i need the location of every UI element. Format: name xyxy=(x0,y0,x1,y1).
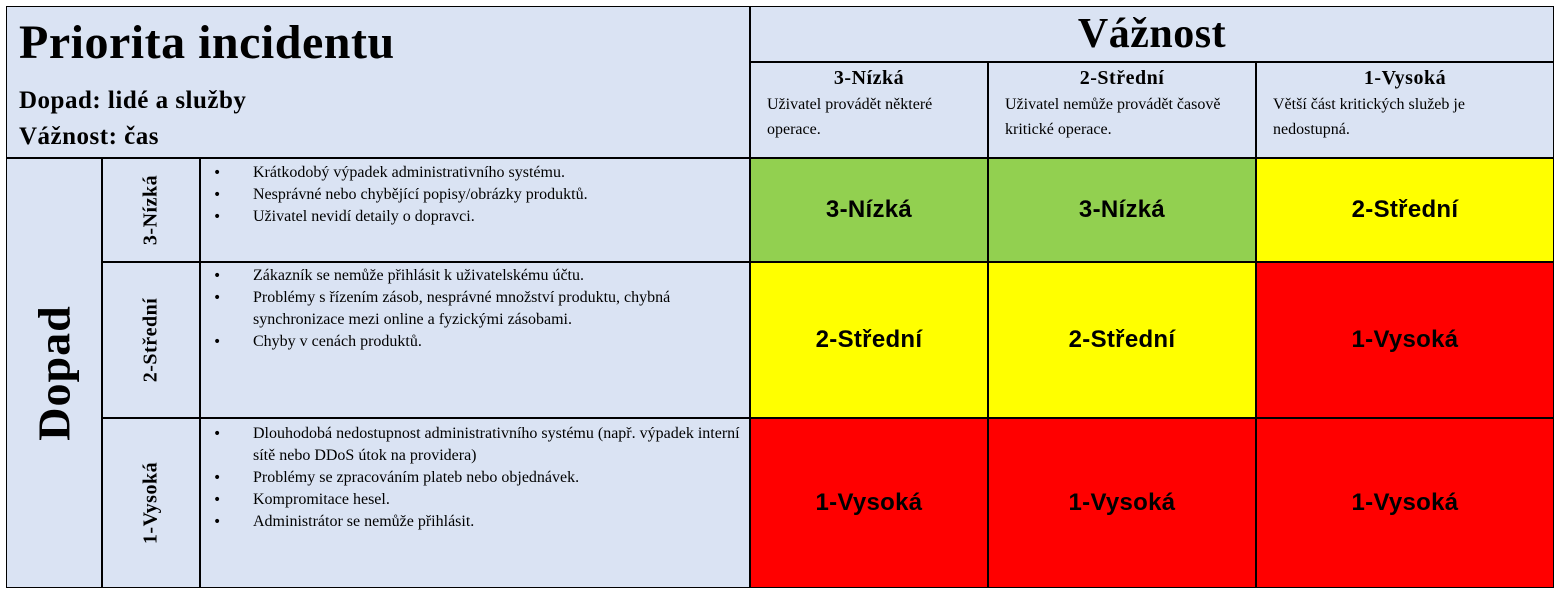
severity-column-label: 3-Nízká xyxy=(833,67,905,89)
impact-row-label-high: 1-Vysoká xyxy=(102,418,200,588)
priority-label: 3-Nízká xyxy=(1078,196,1166,223)
list-item: Nesprávné nebo chybějící popisy/obrázky … xyxy=(201,184,749,206)
priority-label: 3-Nízká xyxy=(825,196,913,223)
severity-column-low: 3-Nízká Uživatel provádět některé operac… xyxy=(750,62,988,158)
priority-cell: 3-Nízká xyxy=(750,158,988,262)
priority-cell: 2-Střední xyxy=(988,262,1256,418)
list-item: Administrátor se nemůže přihlásit. xyxy=(201,511,749,533)
priority-cell: 1-Vysoká xyxy=(988,418,1256,588)
impact-title-cell: Dopad xyxy=(6,158,102,588)
severity-subtitle: Vážnost: čas xyxy=(19,123,160,150)
list-item: Uživatel nevidí detaily o dopravci. xyxy=(201,206,749,228)
impact-items-list: Zákazník se nemůže přihlásit k uživatels… xyxy=(201,263,749,353)
priority-cell: 1-Vysoká xyxy=(750,418,988,588)
impact-row-label: 3-Nízká xyxy=(139,174,162,246)
severity-column-label: 2-Střední xyxy=(1079,67,1165,89)
list-item: Kompromitace hesel. xyxy=(201,489,749,511)
severity-column-label: 1-Vysoká xyxy=(1363,67,1447,89)
impact-row-description-low: Krátkodobý výpadek administrativního sys… xyxy=(200,158,750,262)
page-title: Priorita incidentu xyxy=(19,16,395,69)
list-item: Dlouhodobá nedostupnost administrativníh… xyxy=(201,423,749,467)
priority-cell: 1-Vysoká xyxy=(1256,418,1554,588)
impact-row-label: 1-Vysoká xyxy=(139,461,162,545)
severity-column-high: 1-Vysoká Větší část kritických služeb je… xyxy=(1256,62,1554,158)
impact-subtitle: Dopad: lidé a služby xyxy=(19,87,247,114)
priority-label: 2-Střední xyxy=(1068,326,1176,353)
priority-label: 2-Střední xyxy=(1351,196,1459,223)
list-item: Problémy s řízením zásob, nesprávné množ… xyxy=(201,287,749,331)
impact-items-list: Krátkodobý výpadek administrativního sys… xyxy=(201,159,749,228)
priority-cell: 2-Střední xyxy=(750,262,988,418)
list-item: Problémy se zpracováním plateb nebo obje… xyxy=(201,467,749,489)
severity-column-description: Větší část kritických služeb je nedostup… xyxy=(1273,96,1465,138)
impact-row-description-high: Dlouhodobá nedostupnost administrativníh… xyxy=(200,418,750,588)
priority-label: 1-Vysoká xyxy=(815,489,923,516)
list-item: Zákazník se nemůže přihlásit k uživatels… xyxy=(201,265,749,287)
impact-items-list: Dlouhodobá nedostupnost administrativníh… xyxy=(201,419,749,533)
matrix-header: Priorita incidentu Dopad: lidé a služby … xyxy=(6,6,750,158)
priority-cell: 3-Nízká xyxy=(988,158,1256,262)
impact-title: Dopad xyxy=(28,305,80,441)
priority-matrix: Priorita incidentu Dopad: lidé a služby … xyxy=(6,6,1554,588)
severity-column-description: Uživatel nemůže provádět časově kritické… xyxy=(1005,96,1221,138)
priority-label: 1-Vysoká xyxy=(1068,489,1176,516)
priority-cell: 1-Vysoká xyxy=(1256,262,1554,418)
impact-row-label-low: 3-Nízká xyxy=(102,158,200,262)
priority-label: 1-Vysoká xyxy=(1351,489,1459,516)
priority-label: 2-Střední xyxy=(815,326,923,353)
priority-label: 1-Vysoká xyxy=(1351,326,1459,353)
impact-row-description-medium: Zákazník se nemůže přihlásit k uživatels… xyxy=(200,262,750,418)
impact-row-label: 2-Střední xyxy=(139,297,162,383)
severity-column-medium: 2-Střední Uživatel nemůže provádět časov… xyxy=(988,62,1256,158)
list-item: Chyby v cenách produktů. xyxy=(201,331,749,353)
list-item: Krátkodobý výpadek administrativního sys… xyxy=(201,162,749,184)
severity-title: Vážnost xyxy=(750,6,1554,62)
impact-row-label-medium: 2-Střední xyxy=(102,262,200,418)
severity-column-description: Uživatel provádět některé operace. xyxy=(767,96,933,138)
priority-cell: 2-Střední xyxy=(1256,158,1554,262)
